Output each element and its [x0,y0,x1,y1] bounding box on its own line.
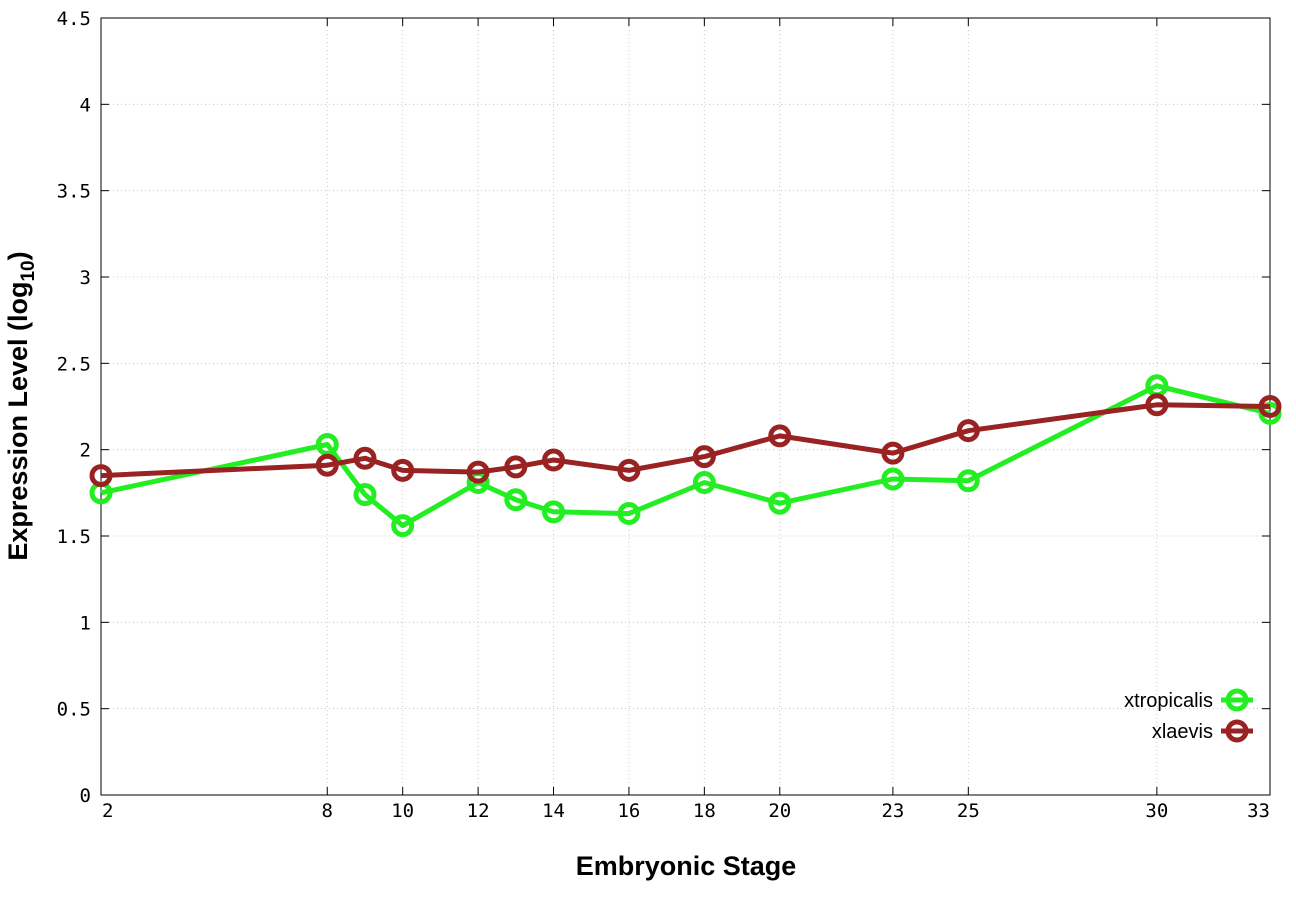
data-point-xtropicalis [391,514,415,538]
data-point-xlaevis [391,458,415,482]
x-tick-label: 18 [693,800,716,822]
data-point-xtropicalis [504,488,528,512]
y-axis-title-main: Expression Level (log [3,282,33,561]
data-point-xtropicalis [692,470,716,494]
data-point-xlaevis [315,453,339,477]
y-axis-title-subscript: 10 [18,260,39,281]
data-point-xlaevis [692,445,716,469]
x-tick-label: 20 [768,800,791,822]
y-tick-label: 0 [80,785,91,807]
data-point-xlaevis [504,455,528,479]
x-tick-label: 2 [102,800,113,822]
x-tick-label: 14 [542,800,565,822]
legend-marker-xtropicalis [1225,688,1249,712]
data-point-xlaevis [89,464,113,488]
data-point-xlaevis [1145,393,1169,417]
series-line-xtropicalis [100,383,1271,529]
data-point-xtropicalis [315,432,339,456]
legend-label-xlaevis: xlaevis [1152,721,1213,743]
data-point-xlaevis [768,424,792,448]
y-axis-title: Expression Level (log10) [3,251,39,560]
y-tick-label: 4.5 [57,8,91,30]
x-tick-label: 12 [467,800,490,822]
y-tick-label: 2 [80,440,91,462]
data-point-xlaevis [617,458,641,482]
plot-frame [100,17,1271,796]
x-tick-label: 8 [322,800,333,822]
x-tick-label: 33 [1247,800,1270,822]
data-point-xlaevis [881,441,905,465]
data-point-xtropicalis [956,469,980,493]
data-point-xtropicalis [768,491,792,515]
series-line-xlaevis [100,402,1271,479]
data-point-xlaevis [542,448,566,472]
x-tick-label: 23 [881,800,904,822]
y-tick-label: 1 [80,612,91,634]
data-point-xlaevis [1258,395,1282,418]
data-point-xtropicalis [542,500,566,524]
x-axis-title: Embryonic Stage [576,851,797,881]
data-point-xlaevis [466,460,490,484]
data-point-xtropicalis [881,467,905,491]
data-point-xlaevis [956,419,980,443]
data-point-xlaevis [353,446,377,470]
y-tick-label: 2.5 [57,353,91,375]
x-tick-label: 16 [617,800,640,822]
y-axis-title-close: ) [3,251,33,260]
series [89,374,1282,538]
y-tick-label: 4 [80,94,91,116]
legend-label-xtropicalis: xtropicalis [1124,690,1213,712]
grid [101,18,1270,795]
x-tick-label: 25 [957,800,980,822]
y-tick-label: 1.5 [57,526,91,548]
x-tick-label: 10 [391,800,414,822]
legend: xtropicalis xlaevis [1124,688,1253,743]
legend-marker-xlaevis [1225,719,1249,743]
y-tick-label: 0.5 [57,699,91,721]
axis-ticks: 0 0.5 1 1.5 2 2.5 3 3.5 4 4.5 2 8 10 12 14 16 18 20 23 25 30… [57,8,1271,822]
x-tick-label: 30 [1145,800,1168,822]
y-tick-label: 3 [80,267,91,289]
data-point-xtropicalis [617,502,641,526]
y-tick-label: 3.5 [57,181,91,203]
data-point-xtropicalis [353,483,377,507]
